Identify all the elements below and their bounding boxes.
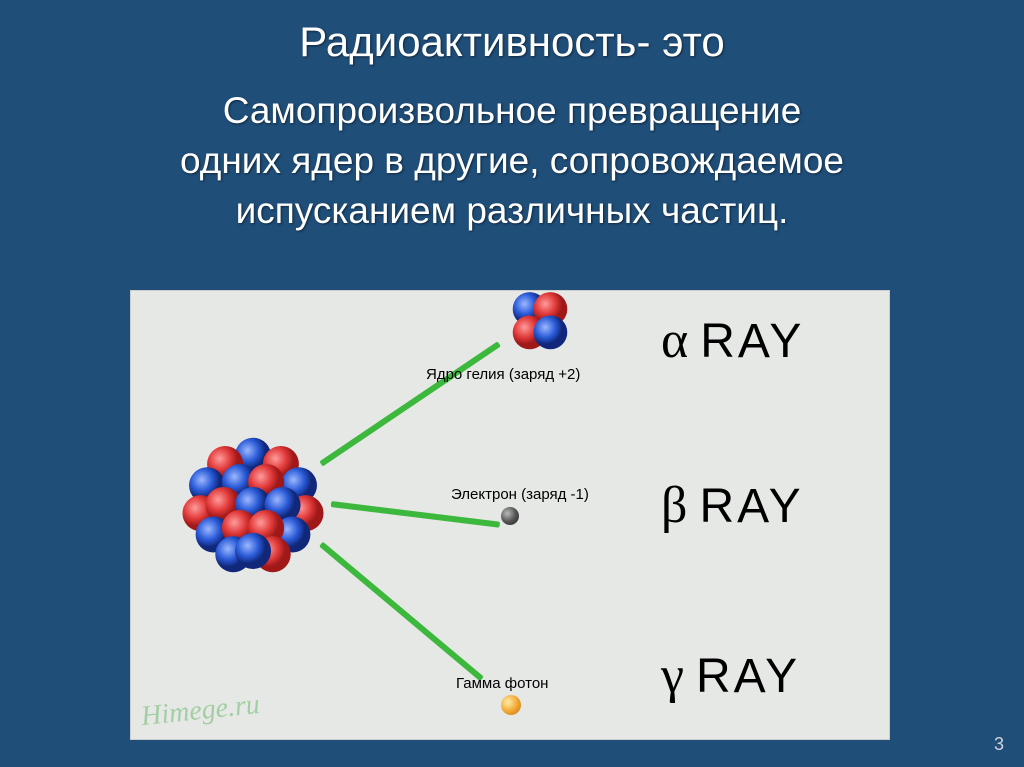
gamma-label: Гамма фотон xyxy=(456,675,548,692)
gamma-word: RAY xyxy=(696,649,800,704)
helium-label: Ядро гелия (заряд +2) xyxy=(426,366,580,383)
alpha-ray-label: α RAY xyxy=(661,311,804,370)
gamma-photon-icon xyxy=(501,695,521,715)
beta-word: RAY xyxy=(699,479,803,534)
electron-icon xyxy=(501,507,519,525)
gamma-ray-line xyxy=(319,542,484,682)
slide-subtitle: Самопроизвольное превращение одних ядер … xyxy=(0,66,1024,236)
beta-ray-label: β RAY xyxy=(661,476,804,535)
electron-label: Электрон (заряд -1) xyxy=(451,486,589,503)
slide-title: Радиоактивность- это xyxy=(0,0,1024,66)
subtitle-line-2: одних ядер в другие, сопровождаемое xyxy=(180,140,844,181)
alpha-symbol: α xyxy=(661,311,688,370)
decay-diagram: Ядро гелия (заряд +2) Электрон (заряд -1… xyxy=(130,290,890,740)
subtitle-line-1: Самопроизвольное превращение xyxy=(223,90,802,131)
beta-ray-line xyxy=(331,501,500,528)
gamma-ray-label: γ RAY xyxy=(661,646,800,705)
watermark: Himege.ru xyxy=(140,689,262,733)
alpha-word: RAY xyxy=(700,314,804,369)
gamma-symbol: γ xyxy=(661,646,684,705)
subtitle-line-3: испусканием различных частиц. xyxy=(236,190,789,231)
page-number: 3 xyxy=(994,734,1004,755)
nucleus-icon xyxy=(171,423,335,587)
alpha-ray-line xyxy=(319,341,501,466)
helium-nucleus-icon xyxy=(501,283,579,361)
beta-symbol: β xyxy=(661,476,687,535)
